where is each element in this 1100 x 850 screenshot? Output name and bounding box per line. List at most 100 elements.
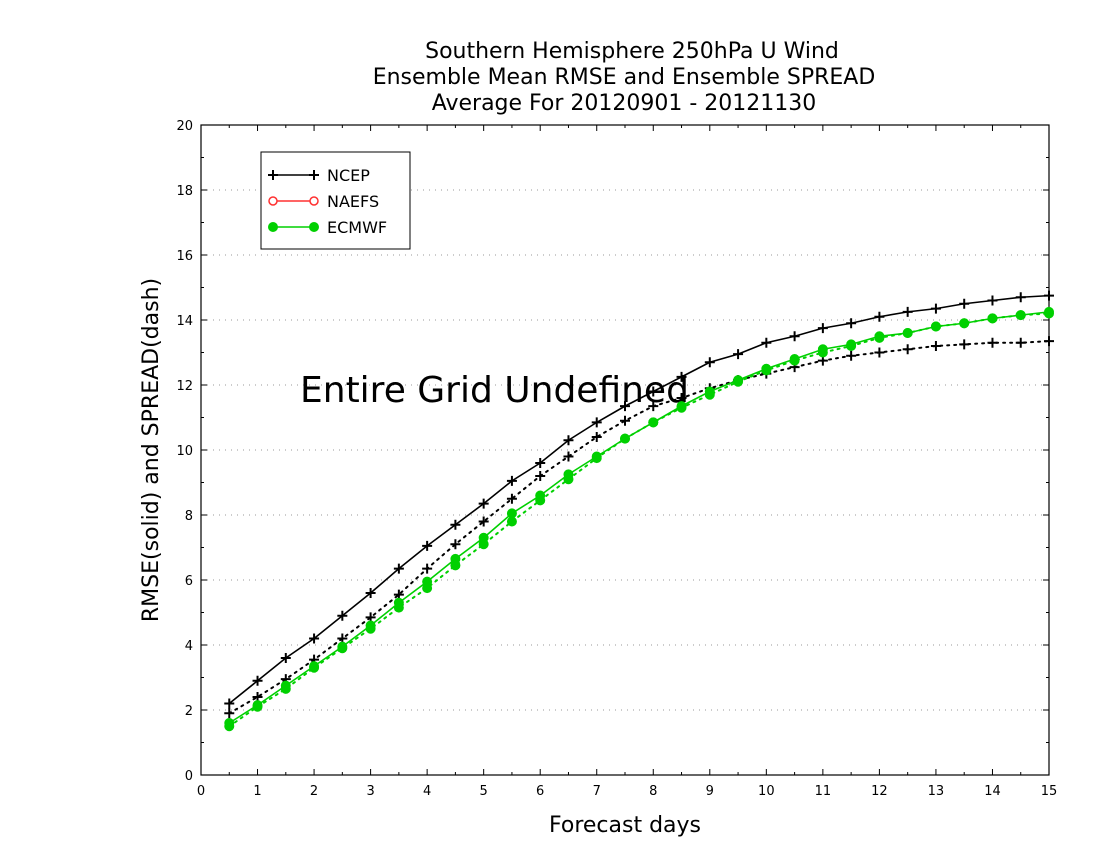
legend-naefs-marker [309,196,319,206]
ecmwf-spread-point [450,560,461,571]
axis-ticks [200,124,1050,776]
ncep-rmse-point [280,653,291,663]
ecmwf-spread-point [591,453,602,464]
grid [201,189,1049,711]
legend-ncep-label: NCEP [327,166,370,185]
ncep-rmse-series [224,290,1054,709]
ncep-spread-point [959,339,970,350]
x-tick-label: 7 [593,784,601,799]
ncep-spread-point [1044,336,1054,347]
ncep-spread-point [620,415,630,426]
ncep-rmse-point [591,417,602,428]
ncep-spread-point [224,708,235,719]
ncep-rmse-point [563,435,574,446]
chart-title-line-1: Southern Hemisphere 250hPa U Wind [425,39,839,64]
legend-items: NCEP NAEFS ECMWF [268,166,387,237]
x-tick-label: 1 [253,784,261,799]
ncep-spread-point [987,337,998,348]
x-tick-label: 6 [536,784,544,799]
chart-title-line-3: Average For 20120901 - 20121130 [432,91,817,116]
ecmwf-spread-point [393,602,404,613]
ncep-rmse-point [761,337,772,348]
x-tick-label: 4 [423,784,431,799]
ecmwf-spread-point [789,355,800,366]
ncep-rmse-point [337,610,348,621]
ncep-rmse-point [393,563,404,574]
x-tick-labels: 0 1 2 3 4 5 6 7 8 9 10 11 12 13 14 15 [197,784,1057,799]
ecmwf-spread-point [478,539,489,550]
ncep-rmse-point [422,540,433,551]
ncep-spread-point [506,493,517,504]
ecmwf-spread-point [224,721,235,732]
ncep-rmse-point [365,588,376,598]
ecmwf-spread-point [422,583,433,594]
x-tick-label: 3 [366,784,374,799]
legend-ecmwf-label: ECMWF [327,218,387,237]
ecmwf-spread-point [365,623,376,634]
ecmwf-spread-point [761,365,772,376]
ncep-rmse-point [450,519,461,530]
ncep-spread-series [224,336,1054,719]
ecmwf-spread-point [846,341,857,351]
ecmwf-spread-point [987,313,998,324]
ecmwf-spread-point [535,495,546,506]
ncep-rmse-point [1044,290,1054,301]
ecmwf-spread-point [930,321,941,332]
ncep-rmse-point [789,331,800,342]
legend-ncep: NCEP [268,166,370,185]
ncep-rmse-point [733,349,744,360]
ecmwf-spread-point [959,318,970,329]
ecmwf-spread-point [337,643,348,654]
ncep-spread-point [591,432,602,442]
ncep-rmse-point [930,303,941,314]
ncep-rmse-point [676,371,687,382]
ecmwf-spread-point [874,332,885,343]
ncep-rmse-point [959,298,970,309]
legend: NCEP NAEFS ECMWF [260,151,411,250]
ecmwf-spread-point [563,474,574,485]
x-tick-label: 11 [815,784,832,799]
ncep-spread-point [874,347,885,358]
ncep-rmse-point [648,386,659,397]
ncep-rmse-point [846,318,857,329]
ecmwf-spread-point [506,516,517,527]
undefined-grid-annotation: Entire Grid Undefined [300,370,689,411]
ecmwf-spread-point [309,662,320,673]
ecmwf-spread-series [224,308,1054,732]
ecmwf-spread-point [620,433,630,444]
legend-ecmwf-marker [268,222,278,232]
ncep-rmse-point [704,357,715,368]
x-tick-label: 10 [758,784,775,799]
ncep-rmse-point [902,306,913,317]
y-tick-label: 20 [176,119,193,134]
x-tick-label: 2 [310,784,318,799]
series [224,290,1054,732]
ncep-spread-point [648,401,659,412]
x-axis-label: Forecast days [549,813,701,838]
ecmwf-spread-point [1044,308,1054,319]
ncep-rmse-point [1015,292,1026,303]
ecmwf-spread-point [902,328,913,338]
ecmwf-spread-point [252,701,263,712]
ncep-rmse-point [620,401,630,412]
y-tick-label: 2 [185,704,193,719]
ncep-spread-point [930,341,941,351]
x-tick-label: 9 [706,784,714,799]
ecmwf-spread-point [676,402,687,413]
y-tick-label: 4 [185,639,193,654]
ncep-rmse-point [252,675,263,686]
ncep-rmse-point [535,458,546,468]
ncep-rmse-point [874,311,885,322]
y-tick-label: 10 [176,444,193,459]
y-tick-labels: 0 2 4 6 8 10 12 14 16 18 20 [176,119,193,784]
x-tick-label: 5 [480,784,488,799]
ncep-spread-point [846,350,857,361]
ncep-spread-point [1015,337,1026,348]
ncep-rmse-point [987,295,998,306]
y-tick-label: 16 [176,249,193,264]
ncep-rmse-point [506,475,517,486]
legend-ecmwf-marker [309,222,319,232]
legend-ncep-marker [268,170,278,180]
ecmwf-spread-point [648,417,659,428]
